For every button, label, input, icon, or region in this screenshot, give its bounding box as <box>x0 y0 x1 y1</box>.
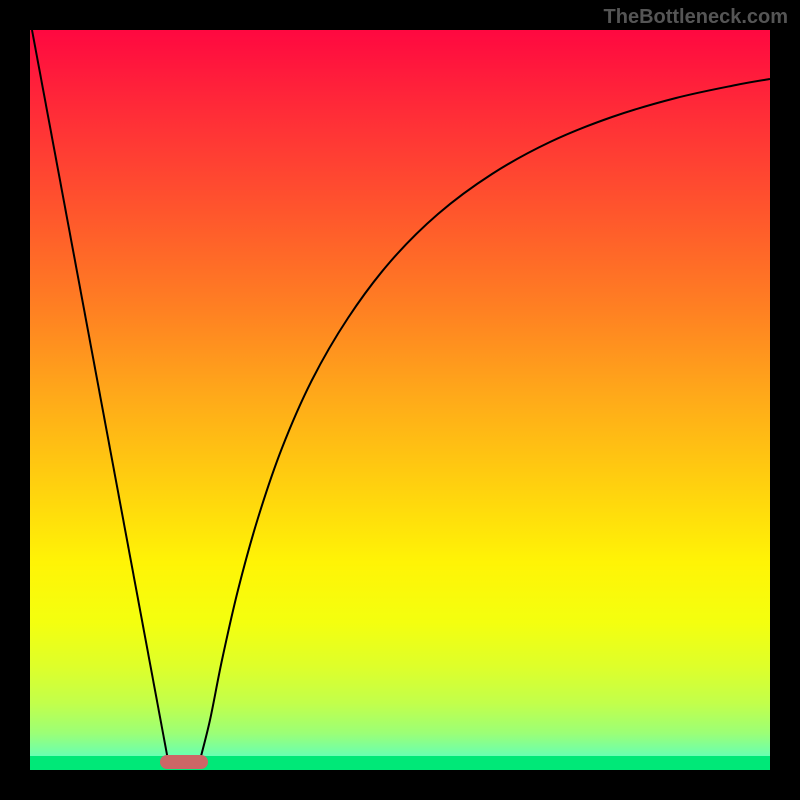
optimal-band <box>30 756 770 770</box>
gradient-background <box>30 30 770 770</box>
watermark-text: TheBottleneck.com <box>604 6 788 29</box>
chart-canvas <box>0 0 800 800</box>
bottleneck-chart: TheBottleneck.com <box>0 0 800 800</box>
optimal-point-marker <box>160 755 208 769</box>
